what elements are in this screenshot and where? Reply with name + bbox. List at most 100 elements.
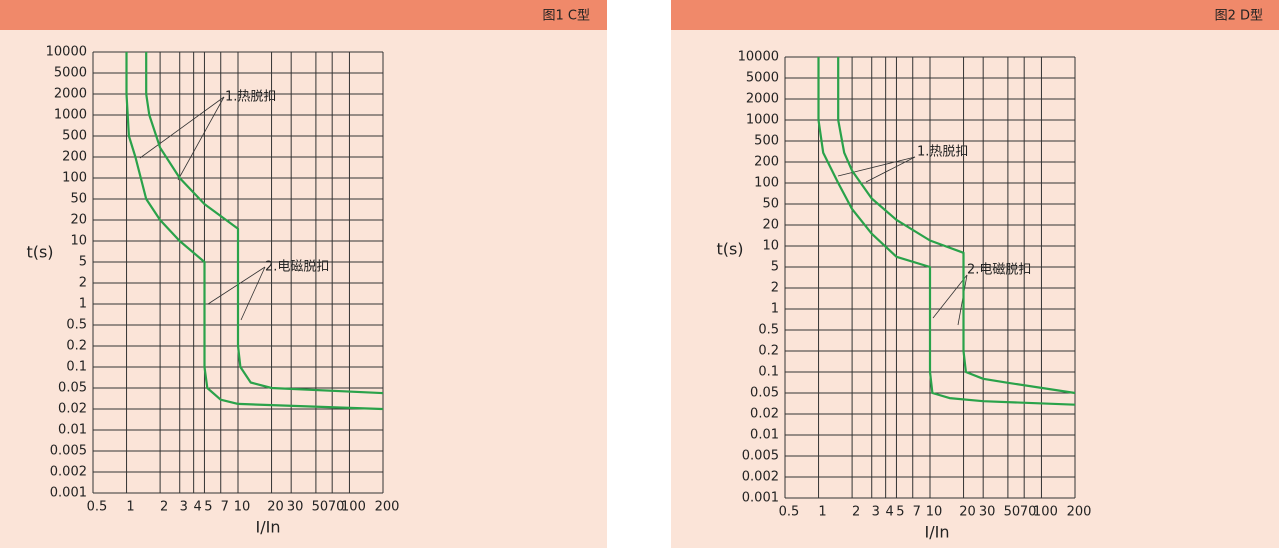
x-tick-label: 4 xyxy=(194,500,202,515)
annotation: 1.热脱扣 xyxy=(225,90,276,105)
x-tick-label: 3 xyxy=(180,500,188,515)
y-tick-label: 10000 xyxy=(46,45,87,60)
y-tick-label: 0.002 xyxy=(742,470,779,485)
header-bar xyxy=(671,0,1279,30)
y-axis-label: t(s) xyxy=(26,243,53,262)
x-tick-label: 50 xyxy=(1004,505,1021,520)
y-tick-label: 0.02 xyxy=(750,407,779,422)
y-tick-label: 0.05 xyxy=(58,381,87,396)
y-tick-label: 100 xyxy=(754,176,779,191)
y-tick-label: 2 xyxy=(79,276,87,291)
x-tick-label: 30 xyxy=(287,500,304,515)
y-tick-label: 10000 xyxy=(738,50,779,65)
y-tick-label: 1 xyxy=(79,297,87,312)
y-tick-label: 0.2 xyxy=(66,339,87,354)
y-tick-label: 0.1 xyxy=(758,365,779,380)
y-tick-label: 1000 xyxy=(54,108,87,123)
y-tick-label: 5000 xyxy=(54,66,87,81)
x-tick-label: 20 xyxy=(267,500,284,515)
y-tick-label: 100 xyxy=(62,171,87,186)
annotation: 2.电磁脱扣 xyxy=(967,263,1031,278)
y-tick-label: 50 xyxy=(70,192,87,207)
leader-line xyxy=(207,266,266,305)
panel-bg xyxy=(0,0,607,548)
y-tick-label: 0.2 xyxy=(758,344,779,359)
y-tick-label: 2000 xyxy=(746,92,779,107)
panel-bg xyxy=(671,0,1279,548)
annotation: 2.电磁脱扣 xyxy=(265,260,329,275)
y-tick-label: 1 xyxy=(771,302,779,317)
y-tick-label: 0.005 xyxy=(742,449,779,464)
y-tick-label: 5000 xyxy=(746,71,779,86)
x-axis-label: I/In xyxy=(925,523,950,542)
y-tick-label: 0.001 xyxy=(50,486,87,501)
y-tick-label: 500 xyxy=(754,134,779,149)
x-tick-label: 10 xyxy=(234,500,251,515)
y-tick-label: 20 xyxy=(70,213,87,228)
x-tick-label: 7 xyxy=(913,505,921,520)
x-tick-label: 1 xyxy=(818,505,826,520)
x-tick-label: 0.5 xyxy=(779,505,800,520)
y-tick-label: 0.05 xyxy=(750,386,779,401)
y-tick-label: 2 xyxy=(771,281,779,296)
x-tick-label: 70 xyxy=(328,500,345,515)
y-tick-label: 10 xyxy=(762,239,779,254)
panel: 图2 D型 t(s) I/In 1.热脱扣 2.电磁脱扣 10000500020… xyxy=(671,0,1279,548)
y-tick-label: 0.02 xyxy=(58,402,87,417)
x-tick-label: 5 xyxy=(204,500,212,515)
x-tick-label: 1 xyxy=(126,500,134,515)
panel: 图1 C型 t(s) I/In 1.热脱扣 2.电磁脱扣 10000500020… xyxy=(0,0,607,548)
y-tick-label: 0.001 xyxy=(742,491,779,506)
header-bar xyxy=(0,0,607,30)
y-tick-label: 50 xyxy=(762,197,779,212)
y-tick-label: 0.5 xyxy=(66,318,87,333)
chart-title: 图1 C型 xyxy=(543,9,590,24)
x-tick-label: 20 xyxy=(959,505,976,520)
x-tick-label: 70 xyxy=(1020,505,1037,520)
y-tick-label: 0.005 xyxy=(50,444,87,459)
y-tick-label: 1000 xyxy=(746,113,779,128)
x-tick-label: 0.5 xyxy=(87,500,108,515)
y-tick-label: 10 xyxy=(70,234,87,249)
x-tick-label: 3 xyxy=(872,505,880,520)
x-tick-label: 2 xyxy=(160,500,168,515)
y-tick-label: 0.5 xyxy=(758,323,779,338)
y-tick-label: 0.002 xyxy=(50,465,87,480)
x-tick-label: 5 xyxy=(896,505,904,520)
curve xyxy=(125,52,384,411)
annotation: 1.热脱扣 xyxy=(917,145,968,160)
y-tick-label: 5 xyxy=(79,255,87,270)
y-tick-label: 200 xyxy=(754,155,779,170)
x-tick-label: 7 xyxy=(221,500,229,515)
x-tick-label: 30 xyxy=(979,505,996,520)
y-tick-label: 200 xyxy=(62,150,87,165)
leader-line xyxy=(865,156,916,183)
leader-line xyxy=(837,156,916,177)
y-tick-label: 0.1 xyxy=(66,360,87,375)
x-tick-label: 10 xyxy=(926,505,943,520)
curve xyxy=(817,57,1076,406)
x-tick-label: 100 xyxy=(341,500,366,515)
x-tick-label: 100 xyxy=(1033,505,1058,520)
leader-line xyxy=(932,274,968,319)
x-tick-label: 50 xyxy=(312,500,329,515)
x-tick-label: 200 xyxy=(375,500,400,515)
x-tick-label: 200 xyxy=(1067,505,1092,520)
curve xyxy=(837,57,1076,395)
y-tick-label: 5 xyxy=(771,260,779,275)
curve xyxy=(145,52,384,395)
x-axis-label: I/In xyxy=(256,518,281,537)
y-tick-label: 500 xyxy=(62,129,87,144)
y-tick-label: 2000 xyxy=(54,87,87,102)
chart-title: 图2 D型 xyxy=(1215,9,1263,24)
y-axis-label: t(s) xyxy=(716,240,743,259)
y-tick-label: 0.01 xyxy=(750,428,779,443)
x-tick-label: 4 xyxy=(886,505,894,520)
leader-line xyxy=(139,96,225,159)
y-tick-label: 0.01 xyxy=(58,423,87,438)
x-tick-label: 2 xyxy=(852,505,860,520)
y-tick-label: 20 xyxy=(762,218,779,233)
leader-line xyxy=(177,96,225,181)
